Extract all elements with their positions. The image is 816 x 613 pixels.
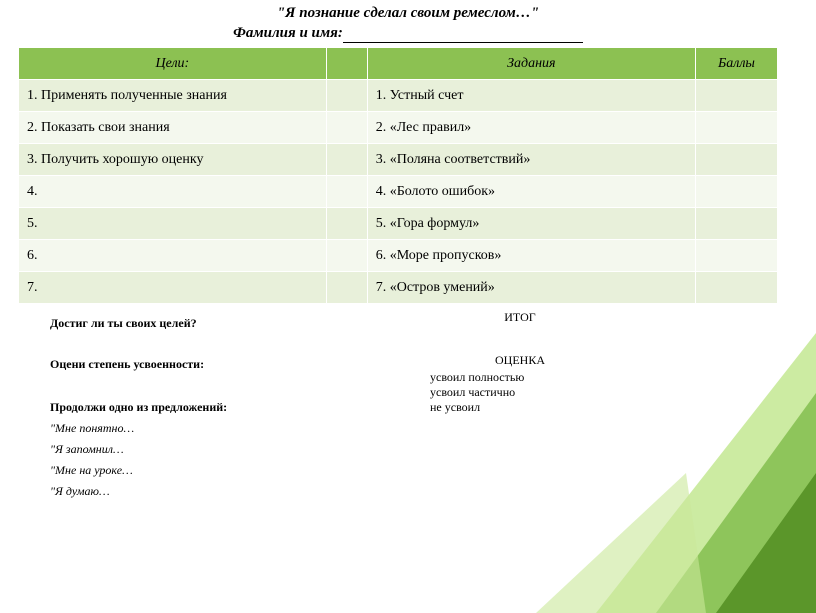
- points-cell: [695, 208, 777, 240]
- name-label: Фамилия и имя:: [233, 25, 343, 41]
- level-full: усвоил полностью: [430, 370, 610, 385]
- prompt-3: "Мне на уроке…: [50, 463, 816, 478]
- prompt-1: "Мне понятно…: [50, 421, 816, 436]
- table-row: 4. 4. «Болото ошибок»: [19, 176, 778, 208]
- col-blank-header: [326, 48, 367, 80]
- table-row: 2. Показать свои знания 2. «Лес правил»: [19, 112, 778, 144]
- table-row: 6. 6. «Море пропусков»: [19, 240, 778, 272]
- col-points-header: Баллы: [695, 48, 777, 80]
- table-row: 7. 7. «Остров умений»: [19, 272, 778, 304]
- points-cell: [695, 272, 777, 304]
- blank-cell: [326, 80, 367, 112]
- level-partial: усвоил частично: [430, 385, 610, 400]
- itog-label: ИТОГ: [430, 310, 610, 325]
- points-cell: [695, 112, 777, 144]
- goal-cell: 1. Применять полученные знания: [19, 80, 327, 112]
- questions-block: Достиг ли ты своих целей? Оцени степень …: [50, 316, 816, 499]
- points-cell: [695, 80, 777, 112]
- prompt-4: "Я думаю…: [50, 484, 816, 499]
- goal-cell: 6.: [19, 240, 327, 272]
- table-header-row: Цели: Задания Баллы: [19, 48, 778, 80]
- goal-cell: 5.: [19, 208, 327, 240]
- blank-cell: [326, 272, 367, 304]
- task-cell: 3. «Поляна соответствий»: [367, 144, 695, 176]
- name-underline: [343, 31, 583, 43]
- prompt-2: "Я запомнил…: [50, 442, 816, 457]
- worksheet-table: Цели: Задания Баллы 1. Применять получен…: [18, 47, 778, 304]
- table-row: 3. Получить хорошую оценку 3. «Поляна со…: [19, 144, 778, 176]
- task-cell: 6. «Море пропусков»: [367, 240, 695, 272]
- goal-cell: 7.: [19, 272, 327, 304]
- task-cell: 2. «Лес правил»: [367, 112, 695, 144]
- blank-cell: [326, 240, 367, 272]
- right-labels: ИТОГ ОЦЕНКА усвоил полностью усвоил част…: [430, 310, 610, 415]
- ocenka-label: ОЦЕНКА: [430, 353, 610, 368]
- blank-cell: [326, 208, 367, 240]
- level-none: не усвоил: [430, 400, 610, 415]
- blank-cell: [326, 112, 367, 144]
- table-row: 1. Применять полученные знания 1. Устный…: [19, 80, 778, 112]
- task-cell: 1. Устный счет: [367, 80, 695, 112]
- points-cell: [695, 176, 777, 208]
- col-tasks-header: Задания: [367, 48, 695, 80]
- task-cell: 7. «Остров умений»: [367, 272, 695, 304]
- points-cell: [695, 240, 777, 272]
- task-cell: 4. «Болото ошибок»: [367, 176, 695, 208]
- goal-cell: 3. Получить хорошую оценку: [19, 144, 327, 176]
- slide-header: "Я познание сделал своим ремеслом…" Фами…: [0, 0, 816, 43]
- name-line: Фамилия и имя:: [0, 24, 816, 44]
- table-row: 5. 5. «Гора формул»: [19, 208, 778, 240]
- col-goals-header: Цели:: [19, 48, 327, 80]
- task-cell: 5. «Гора формул»: [367, 208, 695, 240]
- points-cell: [695, 144, 777, 176]
- goal-cell: 4.: [19, 176, 327, 208]
- blank-cell: [326, 144, 367, 176]
- quote-line: "Я познание сделал своим ремеслом…": [0, 4, 816, 24]
- goal-cell: 2. Показать свои знания: [19, 112, 327, 144]
- blank-cell: [326, 176, 367, 208]
- levels-list: усвоил полностью усвоил частично не усво…: [430, 370, 610, 415]
